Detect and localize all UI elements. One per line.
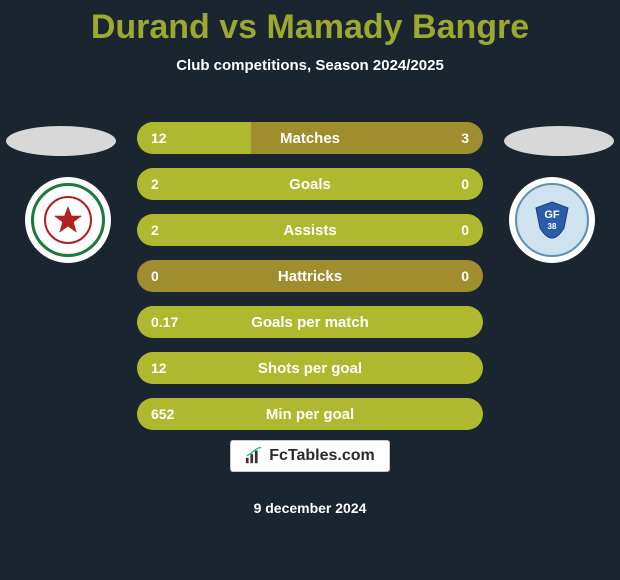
stat-row: 2Assists0 xyxy=(137,214,483,246)
page-title: Durand vs Mamady Bangre xyxy=(0,0,620,47)
stat-label: Assists xyxy=(137,222,483,239)
redstar-crest xyxy=(31,183,105,257)
svg-text:GF: GF xyxy=(544,209,560,221)
fctables-brand-box[interactable]: FcTables.com xyxy=(230,440,390,472)
stat-label: Goals per match xyxy=(137,314,483,331)
stat-label: Matches xyxy=(137,130,483,147)
right-club-logo: GF 38 xyxy=(509,177,595,263)
stat-right-value: 3 xyxy=(461,130,469,146)
brand-label: FcTables.com xyxy=(269,447,375,465)
grenoble-crest: GF 38 xyxy=(515,183,589,257)
stat-row: 12Shots per goal xyxy=(137,352,483,384)
stat-row: 0.17Goals per match xyxy=(137,306,483,338)
stat-row: 12Matches3 xyxy=(137,122,483,154)
stat-row: 2Goals0 xyxy=(137,168,483,200)
chart-icon xyxy=(245,447,263,465)
stat-label: Min per goal xyxy=(137,406,483,423)
stat-row: 652Min per goal xyxy=(137,398,483,430)
grenoble-shield-icon: GF 38 xyxy=(530,198,574,242)
player-head-oval-right xyxy=(504,126,614,156)
stat-right-value: 0 xyxy=(461,268,469,284)
svg-text:38: 38 xyxy=(548,222,557,231)
stat-label: Shots per goal xyxy=(137,360,483,377)
stat-right-value: 0 xyxy=(461,222,469,238)
stat-right-value: 0 xyxy=(461,176,469,192)
subtitle: Club competitions, Season 2024/2025 xyxy=(0,57,620,74)
left-club-logo xyxy=(25,177,111,263)
branding-row: FcTables.com xyxy=(0,440,620,472)
redstar-inner xyxy=(44,196,92,244)
player-head-oval-left xyxy=(6,126,116,156)
stats-container: 12Matches32Goals02Assists00Hattricks00.1… xyxy=(137,122,483,444)
stat-label: Goals xyxy=(137,176,483,193)
star-icon xyxy=(51,203,85,237)
date-label: 9 december 2024 xyxy=(0,500,620,516)
stat-row: 0Hattricks0 xyxy=(137,260,483,292)
stat-label: Hattricks xyxy=(137,268,483,285)
